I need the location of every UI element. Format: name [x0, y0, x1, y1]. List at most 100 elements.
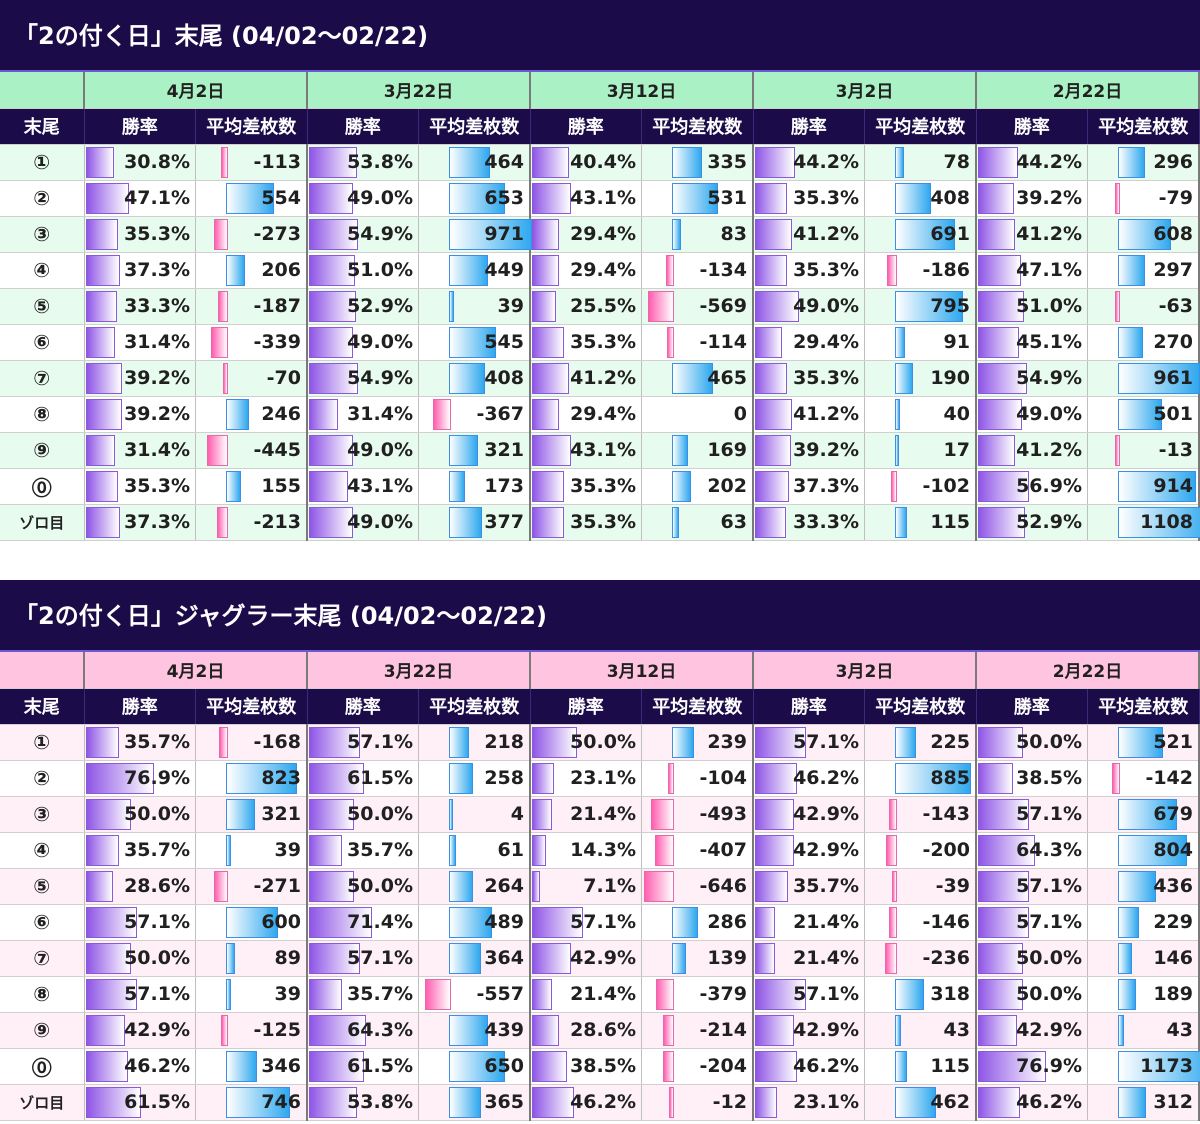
win-rate-value: 23.1%: [570, 766, 636, 789]
win-rate-value: 21.4%: [570, 802, 636, 825]
avg-diff-value: 377: [484, 510, 524, 533]
avg-diff-value: -646: [699, 874, 747, 897]
win-rate-value: 29.4%: [570, 258, 636, 281]
win-rate-cell: 35.3%: [753, 180, 865, 217]
avg-diff-cell: 408: [418, 360, 531, 397]
avg-diff-value: 43: [943, 1018, 970, 1041]
column-header-win-rate: 勝率: [976, 688, 1088, 725]
win-rate-bar: [978, 254, 1021, 286]
win-rate-value: 57.1%: [347, 946, 413, 969]
win-rate-cell: 46.2%: [530, 1084, 642, 1121]
win-rate-value: 35.3%: [793, 366, 859, 389]
avg-diff-value: 239: [707, 730, 747, 753]
avg-diff-value: 83: [720, 222, 747, 245]
row-tail-label: ⑨: [0, 432, 85, 469]
avg-diff-value: 139: [707, 946, 747, 969]
win-rate-value: 29.4%: [570, 222, 636, 245]
corner-cell: [0, 652, 85, 689]
avg-diff-positive-bar: [895, 1086, 936, 1118]
win-rate-cell: 7.1%: [530, 868, 642, 905]
date-header-row: 4月2日 3月22日 3月12日 3月2日 2月22日: [0, 652, 1200, 689]
avg-diff-cell: -146: [864, 904, 977, 941]
win-rate-cell: 42.9%: [753, 1012, 865, 1049]
avg-diff-value: -204: [699, 1054, 747, 1077]
avg-diff-cell: 202: [641, 468, 754, 505]
avg-diff-value: 545: [484, 330, 524, 353]
table-row: ④ 35.7% 39 35.7% 61 14.3% -407 42.9% -200 64.3% 80…: [0, 832, 1200, 869]
avg-diff-positive-bar: [1118, 1086, 1146, 1118]
avg-diff-cell: 436: [1087, 868, 1200, 905]
avg-diff-cell: 258: [418, 760, 531, 797]
avg-diff-positive-bar: [449, 834, 456, 866]
date-header: 3月22日: [306, 652, 531, 689]
win-rate-cell: 33.3%: [753, 504, 865, 541]
win-rate-cell: 39.2%: [84, 396, 196, 433]
table-row: ⑦ 50.0% 89 57.1% 364 42.9% 139 21.4% -236 50.0% 14…: [0, 940, 1200, 977]
win-rate-value: 44.2%: [1016, 150, 1082, 173]
avg-diff-positive-bar: [449, 470, 465, 502]
win-rate-bar: [309, 870, 354, 902]
row-tail-label: ⑧: [0, 976, 85, 1013]
win-rate-value: 31.4%: [124, 330, 190, 353]
win-rate-bar: [532, 1086, 574, 1118]
table-row: ゾロ目 61.5% 746 53.8% 365 46.2% -12 23.1% 462 46.2%…: [0, 1084, 1200, 1121]
win-rate-cell: 42.9%: [84, 1012, 196, 1049]
table-row: ⑨ 42.9% -125 64.3% 439 28.6% -214 42.9% 43 42.9% 4…: [0, 1012, 1200, 1049]
avg-diff-positive-bar: [449, 254, 488, 286]
avg-diff-value: -557: [476, 982, 524, 1005]
avg-diff-cell: 206: [195, 252, 308, 289]
win-rate-bar: [85, 146, 114, 178]
avg-diff-positive-bar: [672, 506, 679, 538]
win-rate-bar: [978, 726, 1023, 758]
avg-diff-negative-bar: [211, 326, 228, 358]
avg-diff-value: 318: [930, 982, 970, 1005]
win-rate-cell: 23.1%: [530, 760, 642, 797]
avg-diff-value: -367: [476, 402, 524, 425]
win-rate-value: 35.7%: [124, 838, 190, 861]
win-rate-value: 42.9%: [1016, 1018, 1082, 1041]
row-tail-label: ⑧: [0, 396, 85, 433]
win-rate-bar: [978, 1086, 1020, 1118]
win-rate-value: 38.5%: [570, 1054, 636, 1077]
avg-diff-value: -70: [266, 366, 301, 389]
win-rate-cell: 57.1%: [84, 976, 196, 1013]
avg-diff-value: 115: [930, 1054, 970, 1077]
win-rate-value: 28.6%: [124, 874, 190, 897]
win-rate-cell: 54.9%: [307, 216, 419, 253]
avg-diff-positive-bar: [449, 942, 481, 974]
win-rate-value: 50.0%: [570, 730, 636, 753]
avg-diff-value: 17: [943, 438, 970, 461]
column-header-tail: 末尾: [0, 108, 85, 145]
win-rate-value: 57.1%: [793, 982, 859, 1005]
win-rate-bar: [755, 182, 787, 214]
avg-diff-value: 531: [707, 186, 747, 209]
avg-diff-negative-bar: [214, 218, 228, 250]
win-rate-cell: 35.7%: [84, 832, 196, 869]
win-rate-bar: [85, 906, 137, 938]
table-row: ④ 37.3% 206 51.0% 449 29.4% -134 35.3% -186 47.1%…: [0, 252, 1200, 289]
avg-diff-cell: -187: [195, 288, 308, 325]
win-rate-value: 49.0%: [347, 330, 413, 353]
win-rate-cell: 29.4%: [753, 324, 865, 361]
date-header-row: 4月2日 3月22日 3月12日 3月2日 2月22日: [0, 72, 1200, 109]
avg-diff-cell: -168: [195, 724, 308, 761]
win-rate-bar: [978, 834, 1035, 866]
win-rate-value: 39.2%: [124, 366, 190, 389]
row-tail-label: ⑥: [0, 904, 85, 941]
avg-diff-value: -125: [253, 1018, 301, 1041]
row-tail-label: ③: [0, 216, 85, 253]
table-row: ① 35.7% -168 57.1% 218 50.0% 239 57.1% 225 50.0% 5…: [0, 724, 1200, 761]
date-header: 3月2日: [752, 652, 977, 689]
avg-diff-value: 63: [720, 510, 747, 533]
avg-diff-positive-bar: [449, 906, 492, 938]
avg-diff-value: 885: [930, 766, 970, 789]
avg-diff-positive-bar: [895, 1050, 907, 1082]
avg-diff-cell: 40: [864, 396, 977, 433]
avg-diff-positive-bar: [449, 798, 453, 830]
win-rate-value: 54.9%: [1016, 366, 1082, 389]
win-rate-cell: 52.9%: [976, 504, 1088, 541]
avg-diff-cell: 795: [864, 288, 977, 325]
win-rate-cell: 43.1%: [530, 180, 642, 217]
row-tail-label: ④: [0, 832, 85, 869]
win-rate-bar: [978, 326, 1019, 358]
